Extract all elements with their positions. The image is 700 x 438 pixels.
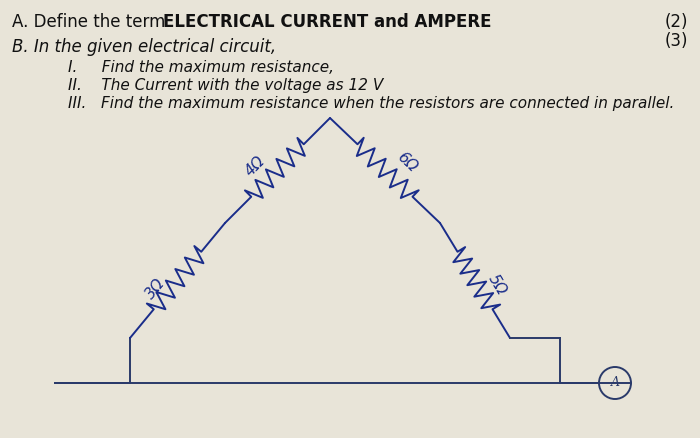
Text: (3): (3) <box>664 32 688 50</box>
Text: B. In the given electrical circuit,: B. In the given electrical circuit, <box>12 38 276 56</box>
Text: A. Define the term: A. Define the term <box>12 13 171 31</box>
Text: III.   Find the maximum resistance when the resistors are connected in parallel.: III. Find the maximum resistance when th… <box>68 96 674 111</box>
Text: 5Ω: 5Ω <box>485 272 509 297</box>
Text: 4Ω: 4Ω <box>243 154 268 179</box>
Text: 6Ω: 6Ω <box>394 150 420 175</box>
Text: A: A <box>610 377 620 389</box>
Text: (2): (2) <box>664 13 688 31</box>
Text: II.    The Current with the voltage as 12 V: II. The Current with the voltage as 12 V <box>68 78 384 93</box>
Text: 3Ω: 3Ω <box>143 276 168 301</box>
Text: I.     Find the maximum resistance,: I. Find the maximum resistance, <box>68 60 334 75</box>
Text: ELECTRICAL CURRENT and AMPERE: ELECTRICAL CURRENT and AMPERE <box>163 13 491 31</box>
